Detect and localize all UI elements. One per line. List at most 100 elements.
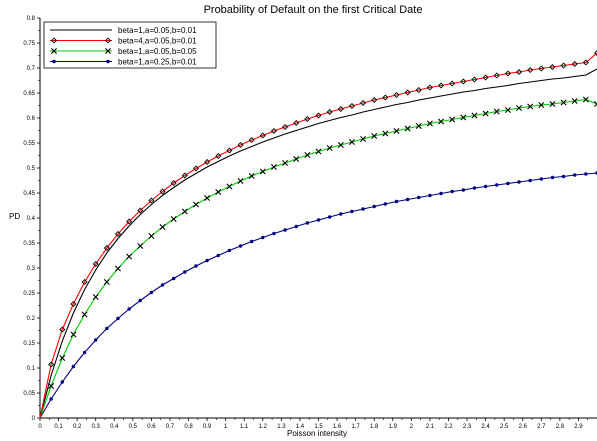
diamond-marker xyxy=(404,89,411,96)
diamond-marker xyxy=(170,179,177,187)
x-marker xyxy=(270,164,277,170)
x-marker xyxy=(594,101,597,107)
x-tick-label: 0.3 xyxy=(92,424,101,430)
dot-marker xyxy=(495,183,499,187)
diamond-marker xyxy=(482,74,489,81)
x-marker xyxy=(293,156,300,162)
diamond-marker xyxy=(371,96,378,104)
dot-marker xyxy=(149,290,154,295)
x-tick-label: 2.5 xyxy=(500,424,509,430)
diamond-marker xyxy=(50,37,58,44)
x-marker xyxy=(204,195,211,201)
diamond-marker xyxy=(571,60,578,68)
dot-marker xyxy=(216,253,220,258)
dot-marker xyxy=(472,186,477,190)
series-group xyxy=(39,96,597,419)
dot-marker xyxy=(461,188,466,192)
x-marker xyxy=(237,178,244,184)
y-tick-label: 0.5 xyxy=(27,166,36,172)
dot-marker xyxy=(405,197,410,202)
x-tick-label: 0.4 xyxy=(110,424,119,430)
x-marker xyxy=(103,279,110,285)
x-marker xyxy=(315,148,322,155)
diamond-marker xyxy=(92,260,99,268)
dot-marker xyxy=(52,59,56,64)
x-marker xyxy=(504,107,511,113)
dot-marker xyxy=(138,298,142,303)
diamond-marker xyxy=(515,68,523,76)
x-tick-label: 1.3 xyxy=(277,424,286,430)
x-marker xyxy=(516,105,523,111)
x-marker xyxy=(449,116,456,123)
dot-marker xyxy=(550,175,555,180)
x-marker xyxy=(70,331,77,338)
dot-marker xyxy=(561,174,566,179)
diamond-marker xyxy=(337,105,344,113)
diamond-marker xyxy=(382,94,389,101)
legend-entry: beta=4,a=0.05,b=0.01 xyxy=(118,37,197,46)
x-tick-label: 0.6 xyxy=(147,424,156,430)
y-tick-label: 0.55 xyxy=(23,141,35,147)
diamond-marker xyxy=(560,62,567,69)
diamond-marker xyxy=(114,230,122,238)
diamond-marker xyxy=(460,78,467,85)
diamond-marker xyxy=(226,147,233,154)
dot-marker xyxy=(171,276,176,281)
diamond-marker xyxy=(204,158,211,166)
dot-marker xyxy=(517,180,521,184)
x-marker xyxy=(259,168,266,175)
dot-marker xyxy=(417,195,421,200)
dot-marker xyxy=(361,207,365,211)
dot-marker xyxy=(584,172,588,176)
x-marker xyxy=(415,123,422,129)
dot-marker xyxy=(305,221,310,225)
x-marker xyxy=(114,265,121,272)
dot-marker xyxy=(183,270,187,274)
y-tick-label: 0.8 xyxy=(27,16,36,22)
diamond-marker xyxy=(248,136,255,144)
x-tick-label: 0.9 xyxy=(203,424,212,430)
series-group xyxy=(39,68,597,419)
dot-marker xyxy=(94,338,98,342)
x-marker xyxy=(571,98,578,104)
diamond-marker xyxy=(471,76,478,83)
x-tick-label: 1.2 xyxy=(259,424,268,430)
dot-marker xyxy=(528,178,532,183)
diamond-marker xyxy=(315,112,322,119)
dot-marker xyxy=(227,248,232,253)
dot-marker xyxy=(160,283,165,287)
x-marker xyxy=(159,224,166,230)
y-tick-label: 0.7 xyxy=(27,66,36,72)
diamond-marker xyxy=(237,141,244,149)
x-marker xyxy=(471,112,478,119)
x-tick-label: 2.6 xyxy=(519,424,528,430)
dot-marker xyxy=(238,244,243,248)
diamond-marker xyxy=(59,326,66,333)
diamond-marker xyxy=(70,300,77,308)
x-tick-label: 0 xyxy=(38,424,42,430)
x-marker xyxy=(126,253,133,260)
diamond-marker xyxy=(493,72,500,79)
chart-title: Probability of Default on the first Crit… xyxy=(204,4,423,16)
legend-entry: beta=1,a=0.25,b=0.01 xyxy=(118,58,197,67)
legend-entry: beta=1,a=0.05,b=0.05 xyxy=(118,47,197,56)
diamond-marker xyxy=(449,80,456,87)
dot-marker xyxy=(116,316,120,321)
y-tick-label: 0.1 xyxy=(27,366,36,372)
dot-marker xyxy=(573,173,577,177)
series-line xyxy=(39,68,597,419)
diamond-marker xyxy=(348,102,355,110)
y-tick-label: 0 xyxy=(32,416,36,422)
dot-marker xyxy=(71,364,76,369)
x-tick-label: 2.7 xyxy=(537,424,546,430)
x-marker xyxy=(105,48,111,54)
diamond-marker xyxy=(48,361,55,368)
x-tick-label: 0.1 xyxy=(54,424,63,430)
dot-marker xyxy=(428,193,432,198)
x-marker xyxy=(582,96,589,103)
x-marker xyxy=(170,216,177,222)
y-tick-label: 0.05 xyxy=(23,391,35,397)
diamond-marker xyxy=(549,63,556,71)
dot-marker xyxy=(383,202,388,206)
diamond-marker xyxy=(538,65,545,72)
